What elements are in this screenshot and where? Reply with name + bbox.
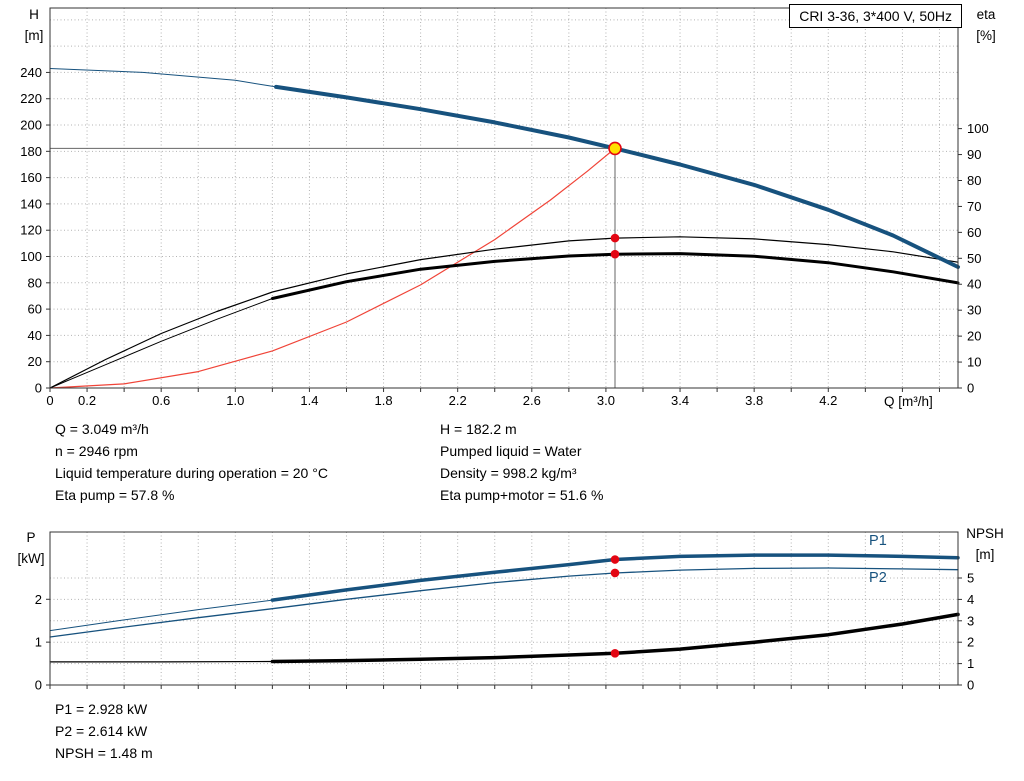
npsh-axis-caption: NPSH [m]: [954, 523, 1016, 565]
y-tick-label-right: 50: [967, 251, 981, 266]
pump-title-box: CRI 3-36, 3*400 V, 50Hz: [789, 4, 962, 28]
y-tick-label-right: 60: [967, 225, 981, 240]
y-tick-label-left: 20: [28, 354, 42, 369]
npsh-axis-symbol: NPSH: [966, 526, 1004, 541]
y-tick-label-right: 5: [967, 571, 974, 586]
y-tick-label-right: 10: [967, 355, 981, 370]
duty-dot-marker: [610, 649, 620, 658]
y-tick-label-right: 3: [967, 613, 974, 628]
q-axis-caption: Q [m³/h]: [884, 394, 933, 409]
duty-dot-marker: [610, 568, 620, 578]
eta-axis-caption: eta [%]: [956, 4, 1016, 46]
x-tick-label: 1.0: [226, 393, 244, 408]
y-tick-label-left: 0: [35, 381, 42, 396]
eta-axis-unit: [%]: [976, 28, 996, 43]
y-tick-label-left: 0: [35, 678, 42, 693]
info-density: Density = 998.2 kg/m³: [440, 465, 577, 481]
results-block: P1 = 2.928 kW P2 = 2.614 kW NPSH = 1.48 …: [55, 698, 153, 764]
x-tick-label: 3.4: [671, 393, 689, 408]
x-tick-label: 1.8: [375, 393, 393, 408]
y-tick-label-right: 20: [967, 329, 981, 344]
npsh-curve: [49, 613, 959, 663]
y-tick-label-left: 180: [20, 144, 42, 159]
duty-info-block: Q = 3.049 m³/h H = 182.2 m n = 2946 rpm …: [55, 418, 603, 506]
y-tick-label-right: 80: [967, 173, 981, 188]
duty-dot-marker: [610, 249, 620, 259]
y-tick-label-right: 1: [967, 656, 974, 671]
p-axis-caption: P [kW]: [9, 527, 53, 569]
duty-dot-marker: [610, 555, 620, 564]
curve-label-p1: P1: [869, 533, 887, 549]
y-tick-label-left: 200: [20, 118, 42, 133]
system-curve: [49, 147, 616, 389]
y-tick-label-left: 140: [20, 196, 42, 211]
result-npsh: NPSH = 1.48 m: [55, 745, 153, 761]
y-tick-label-left: 1: [35, 635, 42, 650]
y-tick-label-left: 40: [28, 328, 42, 343]
y-tick-label-left: 100: [20, 249, 42, 264]
x-tick-label: 0.2: [78, 393, 96, 408]
eta-pump-curve: [49, 236, 959, 389]
y-tick-label-left: 60: [28, 302, 42, 317]
info-h: H = 182.2 m: [440, 421, 517, 437]
y-tick-label-left: 120: [20, 223, 42, 238]
x-tick-label: 0.6: [152, 393, 170, 408]
head-curve: [49, 68, 959, 268]
info-q: Q = 3.049 m³/h: [55, 421, 149, 437]
y-tick-label-right: 70: [967, 199, 981, 214]
p-axis-unit: [kW]: [17, 551, 45, 566]
y-tick-label-left: 220: [20, 91, 42, 106]
y-tick-label-left: 160: [20, 170, 42, 185]
eta-pump-motor-curve: [49, 253, 959, 389]
info-eta-pump-motor: Eta pump+motor = 51.6 %: [440, 487, 604, 503]
y-tick-label-left: 240: [20, 65, 42, 80]
x-tick-label: 2.6: [523, 393, 541, 408]
x-tick-label: 2.2: [449, 393, 467, 408]
y-tick-label-right: 0: [967, 381, 974, 396]
npsh-axis-unit: [m]: [975, 547, 995, 562]
y-tick-label-right: 100: [967, 121, 989, 136]
h-axis-caption: H [m]: [12, 4, 56, 46]
x-tick-label: 4.2: [819, 393, 837, 408]
x-tick-label: 1.4: [300, 393, 318, 408]
plot-border: [49, 531, 959, 686]
h-axis-symbol: H: [29, 7, 39, 22]
p-axis-symbol: P: [26, 530, 36, 545]
info-temperature: Liquid temperature during operation = 20…: [55, 465, 328, 481]
h-axis-unit: [m]: [24, 28, 44, 43]
info-eta-pump: Eta pump = 57.8 %: [55, 487, 175, 503]
info-speed: n = 2946 rpm: [55, 443, 138, 459]
x-tick-label: 3.8: [745, 393, 763, 408]
plot-border: [49, 7, 959, 389]
y-tick-label-right: 4: [967, 592, 974, 607]
y-tick-label-right: 90: [967, 147, 981, 162]
duty-point-marker: [608, 141, 622, 156]
y-tick-label-right: 40: [967, 277, 981, 292]
x-tick-label: 3.0: [597, 393, 615, 408]
result-p1: P1 = 2.928 kW: [55, 701, 148, 717]
duty-dot-marker: [610, 233, 620, 243]
y-tick-label-right: 30: [967, 303, 981, 318]
y-tick-label-right: 2: [967, 635, 974, 650]
y-tick-label-left: 2: [35, 592, 42, 607]
p2-curve: [49, 567, 959, 638]
eta-axis-symbol: eta: [976, 7, 996, 22]
y-tick-label-right: 0: [967, 678, 974, 693]
curve-label-p2: P2: [869, 570, 887, 586]
info-pumped-liquid: Pumped liquid = Water: [440, 443, 582, 459]
result-p2: P2 = 2.614 kW: [55, 723, 148, 739]
y-tick-label-left: 80: [28, 275, 42, 290]
x-tick-label: 0: [46, 393, 53, 408]
